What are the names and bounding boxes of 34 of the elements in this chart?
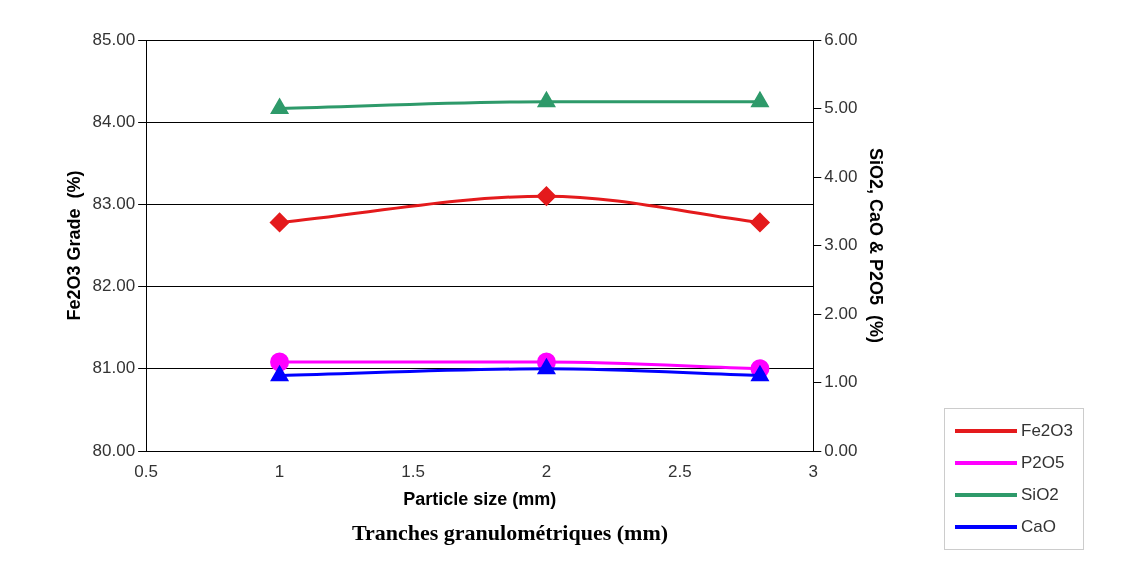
legend-label: P2O5 bbox=[1021, 453, 1065, 473]
x-tick-label: 1 bbox=[274, 461, 285, 481]
point bbox=[751, 92, 769, 108]
x-tick-label: 2 bbox=[541, 461, 552, 481]
point bbox=[538, 359, 555, 375]
x-axis-title: Particle size (mm) bbox=[403, 489, 557, 510]
legend-label: SiO2 bbox=[1021, 485, 1059, 505]
y2-tick-label: 6.00 bbox=[824, 29, 858, 49]
x-tick-label: 3 bbox=[808, 461, 819, 481]
x-tick-label: 1.5 bbox=[401, 461, 425, 481]
point bbox=[271, 99, 288, 114]
legend-label: CaO bbox=[1021, 517, 1056, 537]
legend-label: Fe2O3 bbox=[1021, 421, 1073, 441]
y2-tick-label: 4.00 bbox=[824, 166, 858, 186]
y-tick-label: 82.00 bbox=[92, 276, 136, 296]
y2-tick-label: 3.00 bbox=[824, 235, 858, 255]
point bbox=[270, 352, 290, 372]
x-tick-label: 0.5 bbox=[134, 461, 158, 481]
y2-axis-title: SiO2, CaO & P2O5 (%) bbox=[866, 147, 887, 344]
y2-tick-label: 2.00 bbox=[824, 303, 858, 323]
text: Tranches granulométriques (mm) bbox=[350, 520, 670, 546]
y2-tick-label: 5.00 bbox=[824, 98, 858, 118]
y-tick-label: 80.00 bbox=[92, 440, 136, 460]
y-axis-title: Fe2O3 Grade (%) bbox=[63, 170, 84, 321]
y2-tick-label: 1.00 bbox=[824, 372, 858, 392]
y2-tick-label: 0.00 bbox=[824, 440, 858, 460]
y-tick-label: 81.00 bbox=[92, 358, 136, 378]
point bbox=[751, 366, 769, 382]
point bbox=[538, 92, 555, 108]
x-tick-label: 2.5 bbox=[668, 461, 692, 481]
y-tick-label: 84.00 bbox=[92, 111, 136, 131]
point bbox=[271, 366, 288, 382]
y-tick-label: 83.00 bbox=[92, 194, 136, 214]
y-tick-label: 85.00 bbox=[92, 29, 136, 49]
